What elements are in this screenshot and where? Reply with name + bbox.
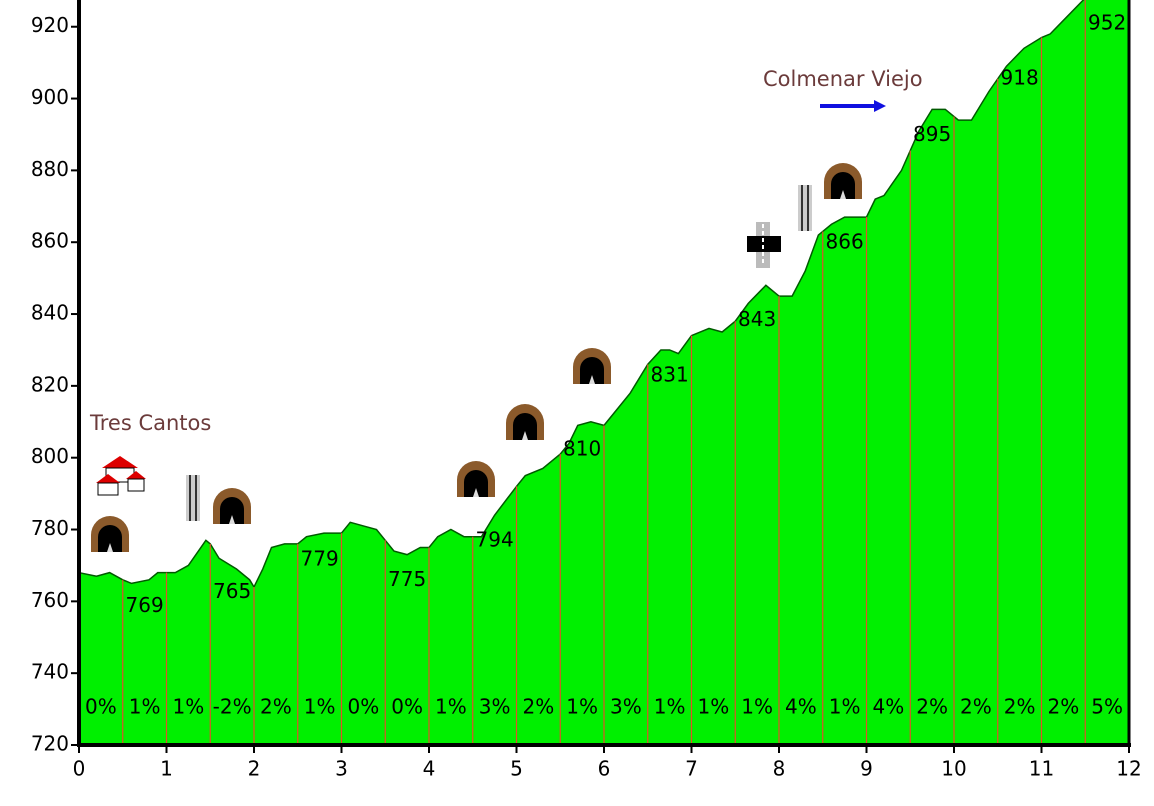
plot-area: 0% 1% 1% -2% 2% 1% 0% 0% 1% 3% 2% 1% 3% 1% 1% 1% 4% 1% 4% 2… [31,0,1142,781]
x-tick-label: 1 [160,757,173,781]
y-tick-label: 740 [31,660,69,684]
elevation-label: 918 [1001,65,1039,89]
x-tick-label: 9 [860,757,873,781]
elevation-label: 843 [738,307,776,331]
gradient-label: 0% [391,695,423,719]
x-tick-label: 8 [773,757,786,781]
gradient-label: 2% [916,695,948,719]
x-tick-label: 12 [1116,757,1141,781]
x-tick-label: 3 [335,757,348,781]
elevation-label: 831 [651,362,689,386]
gradient-label: 1% [698,695,730,719]
rail-icon [798,185,812,231]
annotation: Colmenar Viejo [763,67,923,91]
direction-arrow [820,100,886,112]
tunnel-icon [573,348,611,384]
tunnel-icon [91,516,129,552]
y-tick-label: 780 [31,516,69,540]
tunnel-icon [213,488,251,524]
tunnel-icon [824,163,862,199]
y-tick-label: 820 [31,372,69,396]
crossing-icon [747,222,781,268]
gradient-label: 3% [610,695,642,719]
rail-icon [186,475,200,521]
town-icon [96,456,146,496]
x-tick-label: 0 [73,757,86,781]
gradient-label: 2% [1048,695,1080,719]
x-tick-label: 5 [510,757,523,781]
y-tick-label: 800 [31,444,69,468]
gradient-label: 1% [654,695,686,719]
gradient-label: -2% [213,695,252,719]
y-tick-label: 720 [31,732,69,756]
gradient-label: 1% [173,695,205,719]
y-tick-label: 860 [31,229,69,253]
gradient-label: 0% [85,695,117,719]
tunnel-icon [506,404,544,440]
gradient-label: 4% [873,695,905,719]
gradient-label: 2% [260,695,292,719]
gradient-label: 1% [566,695,598,719]
x-tick-label: 7 [685,757,698,781]
y-tick-label: 840 [31,301,69,325]
gradient-label: 2% [960,695,992,719]
gradient-label: 2% [523,695,555,719]
x-tick-label: 4 [423,757,436,781]
gradient-label: 1% [829,695,861,719]
elevation-label: 866 [826,230,864,254]
gradient-label: 1% [129,695,161,719]
gradient-label: 1% [741,695,773,719]
elevation-label: 810 [563,437,601,461]
gradient-label: 0% [348,695,380,719]
elevation-label: 794 [476,528,514,552]
elevation-label: 765 [213,579,251,603]
y-tick-label: 880 [31,157,69,181]
gradient-label: 1% [304,695,336,719]
gradient-label: 1% [435,695,467,719]
y-tick-label: 920 [31,13,69,37]
icons [91,100,886,552]
x-tick-label: 10 [941,757,966,781]
gradient-label: 3% [479,695,511,719]
x-tick-label: 2 [248,757,261,781]
gradient-label: 2% [1004,695,1036,719]
elevation-label: 769 [126,593,164,617]
gradient-label: 4% [785,695,817,719]
x-tick-label: 6 [598,757,611,781]
annotation: Tres Cantos [89,411,211,435]
elevation-label: 779 [301,547,339,571]
tunnel-icon [457,461,495,497]
elevation-label: 775 [388,567,426,591]
elevation-label: 895 [913,122,951,146]
y-tick-label: 760 [31,588,69,612]
x-tick-label: 11 [1029,757,1054,781]
y-tick-label: 900 [31,85,69,109]
gradient-label: 5% [1091,695,1123,719]
elevation-label: 952 [1088,11,1126,35]
